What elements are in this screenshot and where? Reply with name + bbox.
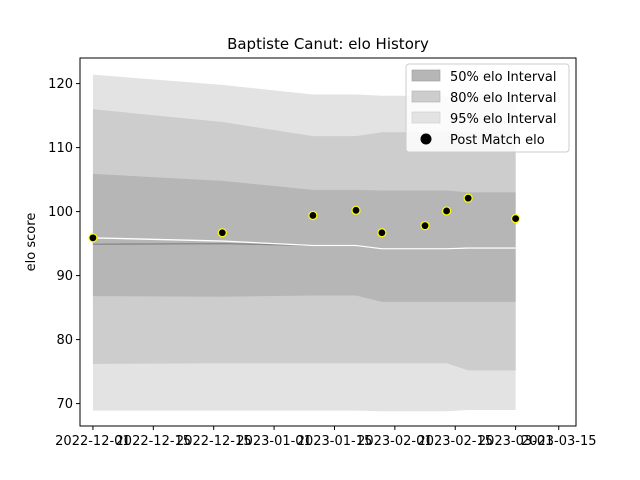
x-tick-label: 2023-01-01 — [236, 434, 312, 449]
legend-swatch-95 — [411, 111, 441, 124]
y-tick-label: 70 — [56, 397, 73, 412]
legend: 50% elo Interval 80% elo Interval 95% el… — [405, 63, 570, 153]
post-match-point — [217, 228, 227, 238]
x-tick-label: 2023-02-15 — [417, 434, 493, 449]
x-tick-label: 2022-12-15 — [176, 434, 252, 449]
plot-frame — [79, 57, 577, 427]
x-axis-ticks: 2022-12-012022-12-152022-12-152023-01-01… — [55, 426, 597, 449]
post-match-point — [308, 210, 318, 221]
x-tick-label: 2023-03-01 — [478, 434, 554, 449]
y-tick-label: 100 — [48, 205, 73, 220]
x-tick-label: 2022-12-15 — [116, 434, 192, 449]
y-tick-label: 80 — [56, 333, 73, 348]
post-match-point — [377, 228, 387, 238]
legend-marker-post-match — [420, 133, 432, 145]
post-match-point — [88, 233, 98, 243]
elo-trend-line — [92, 237, 516, 250]
legend-swatch-80 — [411, 90, 441, 103]
legend-label-post-match: Post Match elo — [450, 133, 545, 148]
y-tick-label: 90 — [56, 269, 73, 284]
elo-lines — [92, 237, 516, 250]
legend-label-50: 50% elo Interval — [450, 70, 557, 85]
post-match-point — [442, 206, 452, 216]
post-match-point — [351, 205, 361, 215]
interval-band-50 — [92, 173, 516, 302]
y-tick-label: 120 — [48, 77, 73, 92]
post-match-point — [511, 214, 521, 224]
x-tick-label: 2023-01-15 — [297, 434, 373, 449]
y-axis-ticks: 70 80 90 100 110 120 — [48, 77, 80, 412]
x-tick-label: 2022-12-01 — [55, 434, 131, 449]
legend-label-80: 80% elo Interval — [450, 91, 557, 106]
post-match-point — [420, 221, 430, 231]
y-axis-label: elo score — [24, 213, 39, 272]
x-tick-label: 2023-03-15 — [521, 434, 597, 449]
chart-title: Baptiste Canut: elo History — [227, 35, 429, 53]
post-match-points — [88, 193, 521, 243]
interval-bands — [92, 74, 516, 412]
legend-swatch-50 — [411, 69, 441, 82]
post-match-point — [463, 193, 473, 203]
legend-label-95: 95% elo Interval — [450, 112, 557, 127]
y-tick-label: 110 — [48, 141, 73, 156]
x-tick-label: 2023-02-01 — [357, 434, 433, 449]
legend-box — [405, 63, 570, 153]
